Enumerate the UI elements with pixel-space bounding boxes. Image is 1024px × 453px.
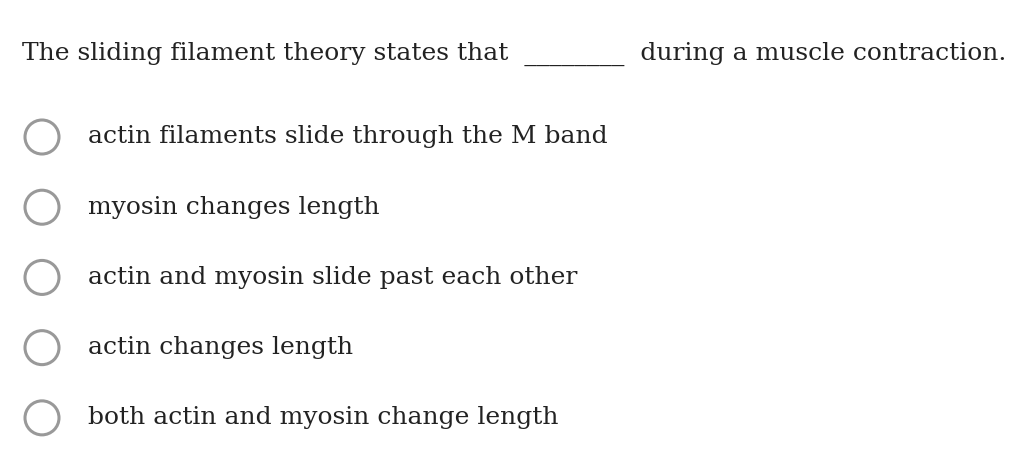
- Circle shape: [25, 331, 59, 365]
- Text: actin filaments slide through the M band: actin filaments slide through the M band: [88, 125, 607, 149]
- Text: actin changes length: actin changes length: [88, 336, 353, 359]
- Circle shape: [25, 120, 59, 154]
- Text: actin and myosin slide past each other: actin and myosin slide past each other: [88, 266, 578, 289]
- Text: The sliding filament theory states that  ________  during a muscle contraction.: The sliding filament theory states that …: [22, 42, 1007, 66]
- Text: myosin changes length: myosin changes length: [88, 196, 380, 219]
- Circle shape: [25, 260, 59, 294]
- Circle shape: [25, 401, 59, 435]
- Text: both actin and myosin change length: both actin and myosin change length: [88, 406, 558, 429]
- Circle shape: [25, 190, 59, 224]
